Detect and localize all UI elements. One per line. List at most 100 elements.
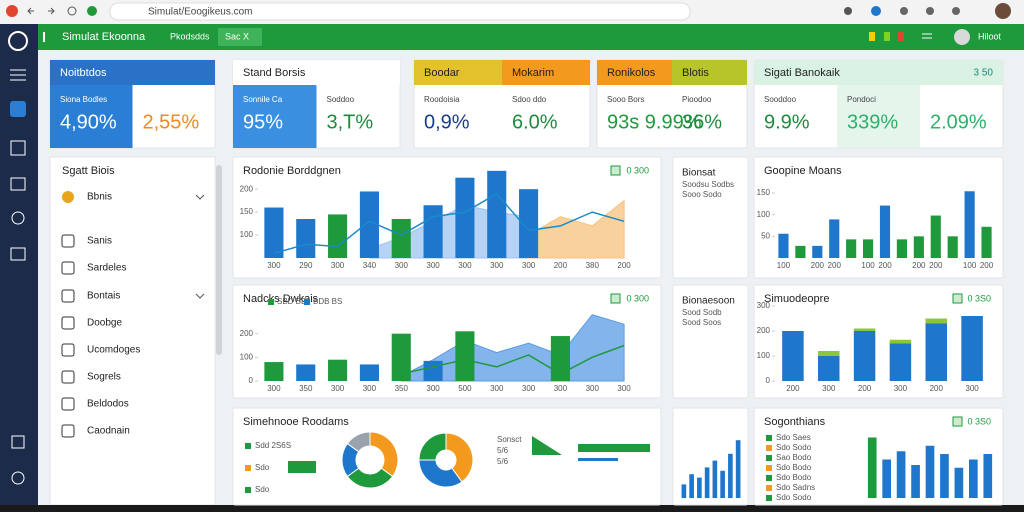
list-bullet [766,445,772,451]
nav-icon[interactable] [11,435,25,449]
user-avatar[interactable] [954,29,970,45]
list-item: Sdo [255,485,270,494]
card [232,407,662,506]
url: Simulat/Eoogikeus.com [148,7,253,18]
bar [720,470,725,498]
list-item: Sdo [255,463,270,472]
reload-button[interactable] [67,6,77,16]
chevron[interactable] [195,194,205,200]
header-tab[interactable]: Pkodsdds [170,31,210,41]
y-tick-label: 100 [240,230,254,239]
legend-swatch [268,299,274,305]
bar [712,460,718,498]
status-icon [869,32,875,41]
kpi-value: 6.0% [512,111,558,133]
x-tick-label: 300 [522,384,536,393]
menu-item[interactable]: Bontais [87,291,120,302]
nav-icon[interactable] [10,140,26,156]
scrollbar[interactable] [216,165,222,355]
chevron[interactable] [195,293,205,299]
bar [981,226,992,258]
card-line: Sooo Sodo [682,190,722,199]
x-tick-label: 200 [912,261,926,270]
bar [778,233,789,258]
active-tab[interactable] [218,28,262,46]
extension-icon[interactable] [926,7,934,15]
kpi-value: 3,T% [327,111,374,133]
back-button[interactable] [27,7,34,15]
x-tick-label: 300 [458,261,472,270]
bar [735,440,741,498]
x-tick-label: 100 [777,261,791,270]
list-item: Sdd 2S6S [255,441,291,450]
kpi-header [597,60,672,85]
kpi-item-bg [233,85,317,148]
bar [550,336,570,381]
user-name[interactable]: Hiloot [978,31,1002,41]
bar [328,214,348,258]
line [273,192,625,255]
kpi-value: 4,90% [60,111,117,133]
kpi-header [754,60,1003,85]
header-tab[interactable]: Sac X [225,31,249,41]
x-tick-label: 300 [522,261,536,270]
nav-icon[interactable] [10,177,26,191]
nav-icon[interactable] [11,471,25,485]
forward-button[interactable] [48,7,55,15]
kpi-label: Sooo Bors [607,95,644,104]
menu-item[interactable]: Sogrels [87,372,121,383]
bar [863,239,874,258]
chart-title: Simuodeopre [764,293,829,305]
nav-icon[interactable] [10,101,26,117]
app-header [38,24,1024,50]
x-tick-label: 300 [490,384,504,393]
profile-avatar[interactable] [995,3,1011,19]
extension-icon[interactable] [900,7,908,15]
kpi-title: Mokarim [512,67,554,79]
extension-icon[interactable] [871,6,881,16]
menu-item[interactable]: Beldodos [87,399,129,410]
bar [487,170,507,258]
menu-item[interactable]: Caodnain [87,426,130,437]
extension-icon[interactable] [952,7,960,15]
menu-item[interactable]: Sardeles [87,263,126,274]
x-tick-label: 350 [299,384,313,393]
nav-icon[interactable] [10,69,26,81]
list-item: Sdo Sodo [776,443,812,452]
bar [889,339,912,344]
bar [879,205,891,258]
donut-slice [346,431,371,453]
menu-item[interactable]: Sanis [87,236,112,247]
menu-icon [61,370,75,384]
bar [818,351,840,356]
menu-item[interactable]: Ucomdoges [87,345,140,356]
bar [930,215,941,258]
nav-icon[interactable] [11,211,25,225]
x-tick-label: 200 [858,384,872,393]
y-tick-label: 150 [757,188,771,197]
kpi-label: Pondoci [847,95,876,104]
site-icon [87,6,97,16]
menu-icon [61,289,75,303]
x-tick-label: 200 [811,261,825,270]
bar [911,465,920,498]
x-tick-label: 350 [395,384,409,393]
chart-badge: 0 300 [626,293,649,303]
kpi-value: 95% [243,111,283,133]
settings-icon[interactable] [922,33,932,39]
kpi-header [502,60,590,85]
x-tick-label: 200 [980,261,994,270]
app-logo [8,31,28,51]
nav-icon[interactable] [10,247,26,261]
bar [728,453,733,498]
address-bar[interactable] [109,2,691,21]
note-text: 5/6 [497,457,509,466]
bookmark-icon[interactable] [844,7,852,15]
bar [296,219,316,258]
menu-item[interactable]: Bbnis [87,192,112,203]
bar [867,437,877,498]
list-item: Sdo Saes [776,433,811,442]
menu-item[interactable]: Doobge [87,318,122,329]
bar [391,219,411,258]
x-tick-label: 300 [617,384,631,393]
